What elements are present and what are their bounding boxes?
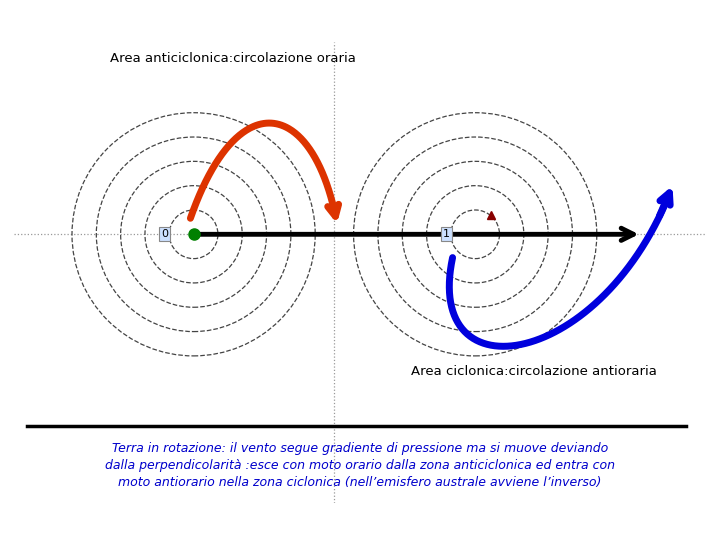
Text: 1: 1 [443,230,450,239]
Text: Terra in rotazione: il vento segue gradiente di pressione ma si muove deviando
d: Terra in rotazione: il vento segue gradi… [105,442,615,489]
Text: 0: 0 [161,230,168,239]
Text: Area ciclonica:circolazione antioraria: Area ciclonica:circolazione antioraria [411,366,657,379]
Text: Area anticiclonica:circolazione oraria: Area anticiclonica:circolazione oraria [110,52,356,65]
